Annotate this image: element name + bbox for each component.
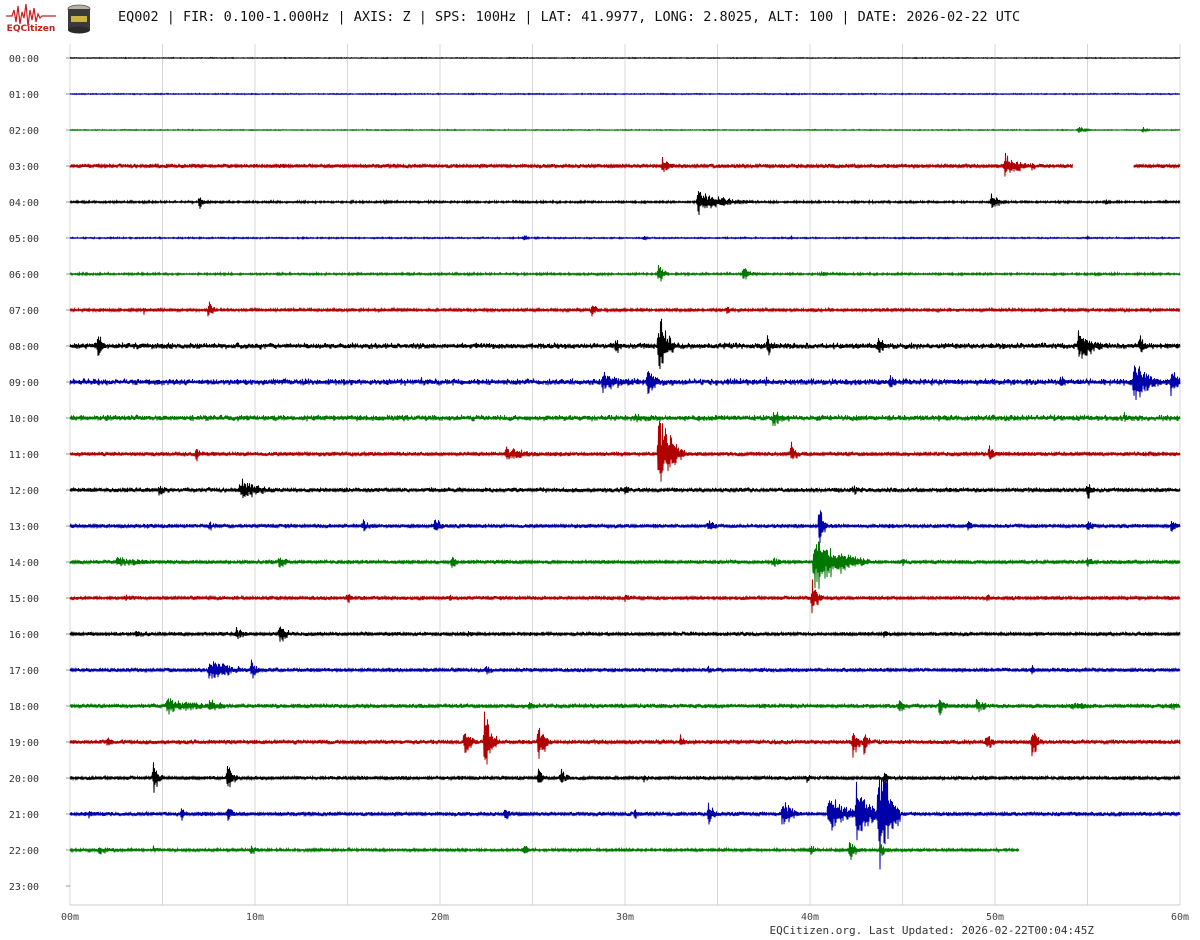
minute-tick-label: 40m — [801, 912, 819, 923]
hour-label: 17:00 — [9, 666, 39, 677]
trace-2200 — [69, 842, 1020, 861]
hour-label: 19:00 — [9, 738, 39, 749]
trace-1100 — [69, 421, 1181, 482]
eqcitizen-logo — [6, 3, 56, 27]
minute-tick-label: 20m — [431, 912, 449, 923]
hour-label: 01:00 — [9, 90, 39, 101]
hour-label: 20:00 — [9, 774, 39, 785]
trace-2100 — [69, 778, 1181, 870]
logo-text: EQCitizen — [6, 24, 56, 34]
trace-1500 — [69, 579, 1181, 614]
hour-label: 10:00 — [9, 414, 39, 425]
sensor-icon — [67, 4, 91, 34]
trace-1600 — [69, 626, 1181, 642]
hour-label: 09:00 — [9, 378, 39, 389]
trace-0200 — [69, 127, 1181, 134]
trace-0000 — [69, 56, 1181, 60]
minute-tick-label: 60m — [1171, 912, 1189, 923]
minute-ticks: 00m 10m 20m 30m 40m 50m 60m — [61, 912, 1189, 923]
hour-label: 03:00 — [9, 162, 39, 173]
hour-label: 13:00 — [9, 522, 39, 533]
hour-label: 15:00 — [9, 594, 39, 605]
trace-2000 — [69, 762, 1181, 793]
hour-label: 23:00 — [9, 882, 39, 893]
hour-label: 18:00 — [9, 702, 39, 713]
minute-tick-label: 00m — [61, 912, 79, 923]
trace-0400 — [69, 191, 1181, 216]
hour-label: 07:00 — [9, 306, 39, 317]
hour-labels: 00:00 01:00 02:00 03:00 04:00 05:00 06:00 07:00… — [9, 54, 39, 893]
trace-1900 — [69, 711, 1181, 765]
hour-label: 04:00 — [9, 198, 39, 209]
hour-label: 12:00 — [9, 486, 39, 497]
grid — [66, 44, 1181, 906]
seismic-traces — [69, 56, 1181, 870]
trace-1400 — [69, 541, 1181, 589]
hour-label: 05:00 — [9, 234, 39, 245]
trace-1700 — [69, 659, 1181, 679]
minute-tick-label: 50m — [986, 912, 1004, 923]
hour-label: 21:00 — [9, 810, 39, 821]
trace-0100 — [69, 92, 1181, 96]
trace-0500 — [69, 234, 1181, 241]
trace-0300 — [69, 152, 1073, 177]
hour-label: 16:00 — [9, 630, 39, 641]
trace-1800 — [69, 698, 1181, 716]
hour-label: 02:00 — [9, 126, 39, 137]
trace-0700 — [69, 301, 1181, 317]
station-title: EQ002 | FIR: 0.100-1.000Hz | AXIS: Z | S… — [118, 9, 1021, 25]
header: EQCitizen EQ002 | FIR: 0.100-1.000Hz | A… — [0, 0, 1200, 40]
minute-tick-label: 10m — [246, 912, 264, 923]
hour-label: 08:00 — [9, 342, 39, 353]
hour-label: 06:00 — [9, 270, 39, 281]
hour-label: 11:00 — [9, 450, 39, 461]
minute-tick-label: 30m — [616, 912, 634, 923]
trace-0900 — [69, 365, 1181, 401]
trace-1300 — [69, 510, 1181, 543]
last-updated: EQCitizen.org. Last Updated: 2026-02-22T… — [769, 924, 1094, 937]
hour-label: 00:00 — [9, 54, 39, 65]
hour-label: 22:00 — [9, 846, 39, 857]
trace-0300 — [1133, 162, 1181, 170]
trace-0800 — [69, 318, 1181, 370]
hour-label: 14:00 — [9, 558, 39, 569]
trace-1200 — [69, 478, 1181, 499]
trace-1000 — [69, 411, 1181, 427]
trace-0600 — [69, 265, 1181, 282]
